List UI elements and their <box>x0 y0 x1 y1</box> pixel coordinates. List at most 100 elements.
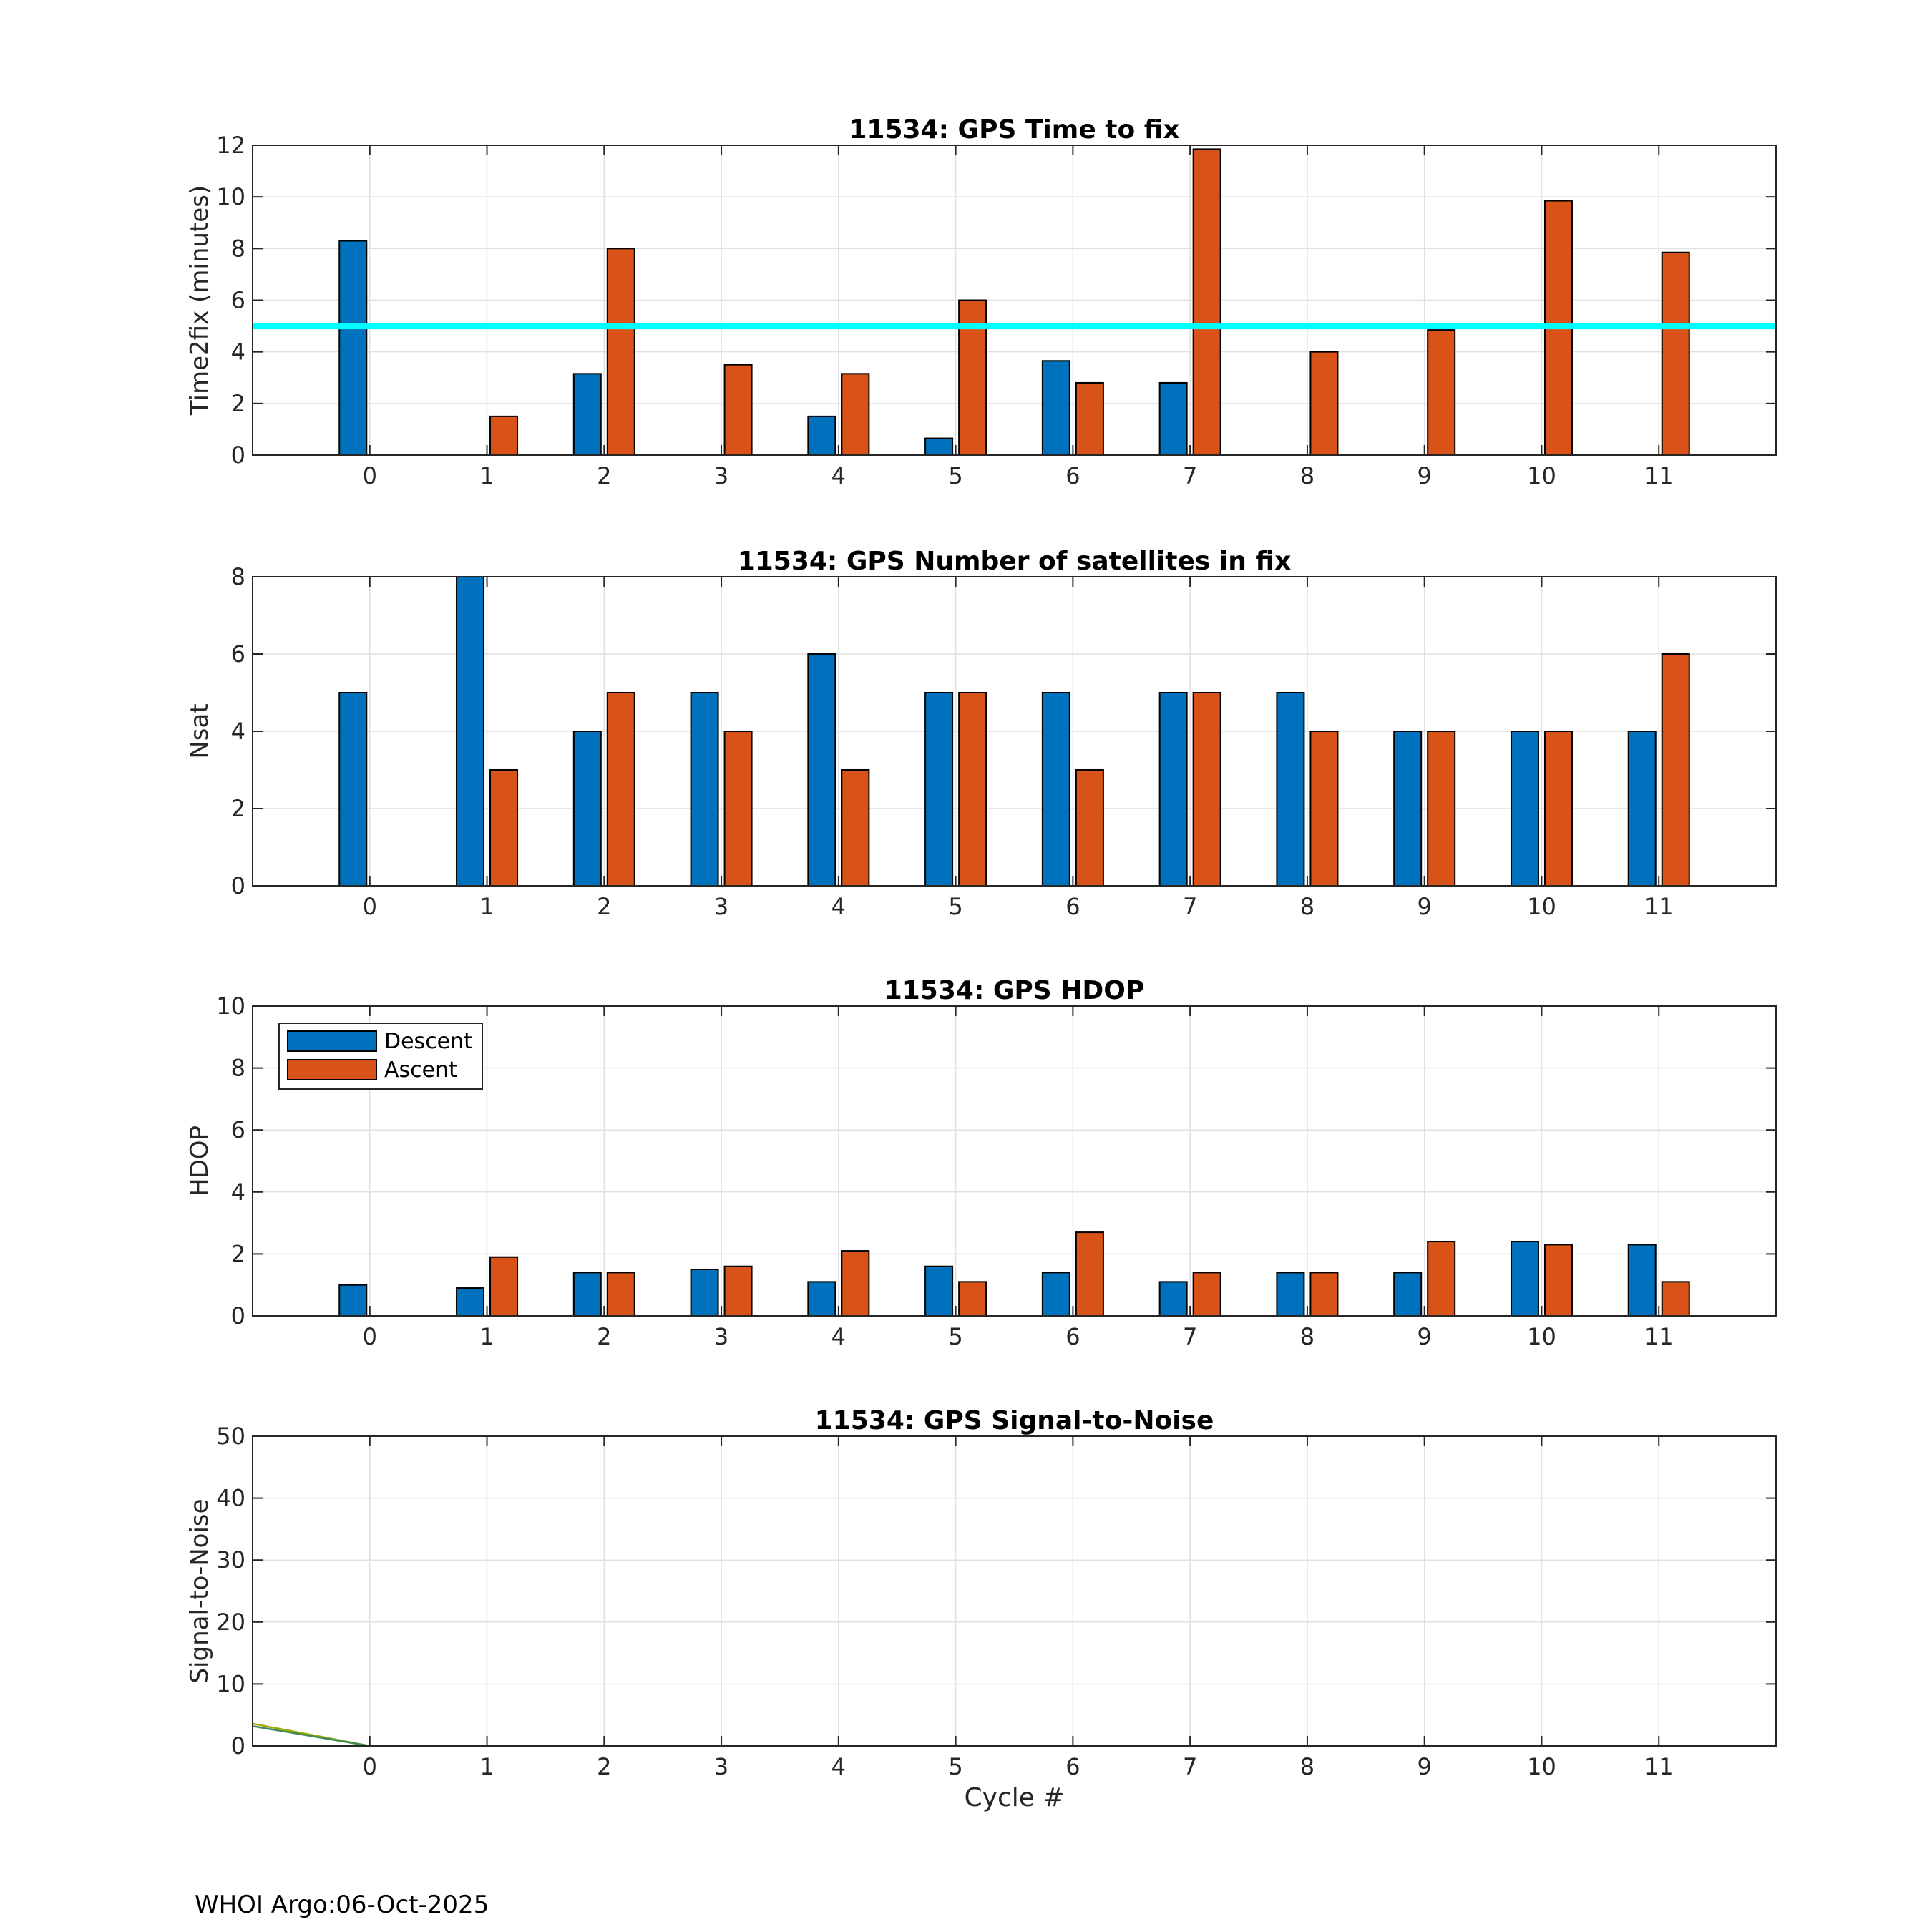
y-tick-label: 8 <box>231 563 245 590</box>
x-tick-label: 9 <box>1418 893 1432 920</box>
bar-descent-6 <box>1041 360 1070 456</box>
bar-ascent-11 <box>1661 251 1690 456</box>
bar-ascent-6 <box>1075 769 1104 887</box>
chart-panel-2: 0 1 2 3 4 5 6 7 8 9 10 11 0 2 4 6 8 11534: GPS Number of … <box>185 547 1777 920</box>
y-tick-label: 40 <box>216 1485 245 1512</box>
bar-descent-3 <box>690 1269 719 1317</box>
x-tick-label: 6 <box>1065 1323 1080 1350</box>
bar-descent-0 <box>338 240 368 456</box>
x-tick-label: 10 <box>1527 462 1556 489</box>
bar-ascent-4 <box>841 1250 870 1317</box>
bar-descent-6 <box>1041 1272 1070 1317</box>
bar-descent-8 <box>1276 1272 1305 1317</box>
y-tick-label: 20 <box>216 1609 245 1636</box>
y-tick-label: 8 <box>231 1055 245 1082</box>
y-tick-label: 2 <box>231 1240 245 1267</box>
x-tick-label: 0 <box>363 893 377 920</box>
bar-ascent-1 <box>489 769 519 887</box>
bar-descent-3 <box>690 692 719 887</box>
x-tick-label: 3 <box>714 462 728 489</box>
x-tick-label: 1 <box>479 1753 494 1780</box>
x-tick-label: 5 <box>948 462 962 489</box>
bar-descent-1 <box>456 1287 485 1317</box>
y-axis-label: Signal-to-Noise <box>185 1498 214 1683</box>
x-tick-label: 6 <box>1065 462 1080 489</box>
bar-ascent-8 <box>1309 1272 1339 1317</box>
plot-area <box>253 1436 1776 1746</box>
x-tick-label: 11 <box>1644 1323 1674 1350</box>
chart-title: 11534: GPS Signal-to-Noise <box>815 1406 1214 1435</box>
bar-descent-8 <box>1276 692 1305 887</box>
bar-ascent-5 <box>958 692 987 887</box>
bar-ascent-8 <box>1309 351 1339 456</box>
legend: Descent Ascent <box>278 1023 483 1090</box>
y-tick-label: 6 <box>231 287 245 314</box>
bar-ascent-1 <box>489 415 519 456</box>
y-tick-label: 0 <box>231 441 245 469</box>
y-tick-label: 4 <box>231 718 245 745</box>
x-tick-label: 0 <box>363 1753 377 1780</box>
bar-ascent-9 <box>1427 328 1456 456</box>
x-tick-label: 6 <box>1065 1753 1080 1780</box>
x-tick-label: 1 <box>479 893 494 920</box>
y-tick-label: 30 <box>216 1546 245 1574</box>
x-tick-label: 0 <box>363 462 377 489</box>
legend-label-descent: Descent <box>384 1029 472 1054</box>
x-tick-label: 3 <box>714 1323 728 1350</box>
bar-descent-7 <box>1158 692 1188 887</box>
bar-descent-5 <box>924 437 954 457</box>
bar-ascent-3 <box>723 364 753 457</box>
x-tick-label: 8 <box>1300 893 1314 920</box>
x-tick-label: 1 <box>479 462 494 489</box>
bar-ascent-6 <box>1075 381 1104 457</box>
bar-ascent-11 <box>1661 653 1690 887</box>
bar-descent-7 <box>1158 381 1188 457</box>
bar-ascent-2 <box>606 248 635 456</box>
bar-descent-0 <box>338 692 368 887</box>
bar-descent-2 <box>572 731 602 887</box>
bar-descent-9 <box>1393 1272 1423 1317</box>
y-tick-label: 0 <box>231 872 245 899</box>
x-tick-label: 10 <box>1527 1323 1556 1350</box>
bar-ascent-4 <box>841 769 870 887</box>
bar-descent-4 <box>807 653 836 887</box>
bar-ascent-7 <box>1192 1272 1221 1317</box>
x-tick-label: 4 <box>831 1753 846 1780</box>
x-tick-label: 9 <box>1418 462 1432 489</box>
x-tick-label: 5 <box>948 893 962 920</box>
bar-descent-6 <box>1041 692 1070 887</box>
y-tick-label: 0 <box>231 1732 245 1760</box>
y-tick-label: 2 <box>231 795 245 822</box>
y-axis-label: HDOP <box>185 1126 214 1196</box>
legend-swatch-descent <box>287 1030 377 1052</box>
y-tick-label: 0 <box>231 1302 245 1330</box>
x-tick-label: 10 <box>1527 893 1556 920</box>
bar-ascent-3 <box>723 731 753 887</box>
x-tick-label: 2 <box>597 893 611 920</box>
x-tick-label: 9 <box>1418 1323 1432 1350</box>
x-tick-label: 9 <box>1418 1753 1432 1780</box>
x-tick-label: 7 <box>1183 1753 1197 1780</box>
bar-ascent-10 <box>1543 731 1573 887</box>
bar-descent-1 <box>456 576 485 887</box>
x-tick-label: 2 <box>597 1323 611 1350</box>
y-axis-label: Nsat <box>185 703 214 758</box>
y-tick-label: 6 <box>231 640 245 668</box>
x-tick-label: 8 <box>1300 462 1314 489</box>
bar-descent-10 <box>1510 731 1539 887</box>
bar-descent-11 <box>1627 1244 1657 1317</box>
bar-ascent-2 <box>606 1272 635 1317</box>
x-tick-label: 11 <box>1644 1753 1674 1780</box>
x-tick-label: 3 <box>714 1753 728 1780</box>
x-tick-label: 11 <box>1644 462 1674 489</box>
bar-descent-9 <box>1393 731 1423 887</box>
x-tick-label: 4 <box>831 1323 846 1350</box>
chart-title: 11534: GPS Time to fix <box>849 115 1179 145</box>
y-tick-label: 12 <box>216 132 245 159</box>
axes-box <box>252 1435 1777 1747</box>
bar-ascent-2 <box>606 692 635 887</box>
bar-descent-2 <box>572 373 602 457</box>
chart-panel-3: 0 1 2 3 4 5 6 7 8 9 10 11 0 2 4 6 8 10 11534: GPS HDOP HDOP… <box>185 976 1777 1350</box>
y-axis-label: Time2fix (minutes) <box>185 185 214 416</box>
